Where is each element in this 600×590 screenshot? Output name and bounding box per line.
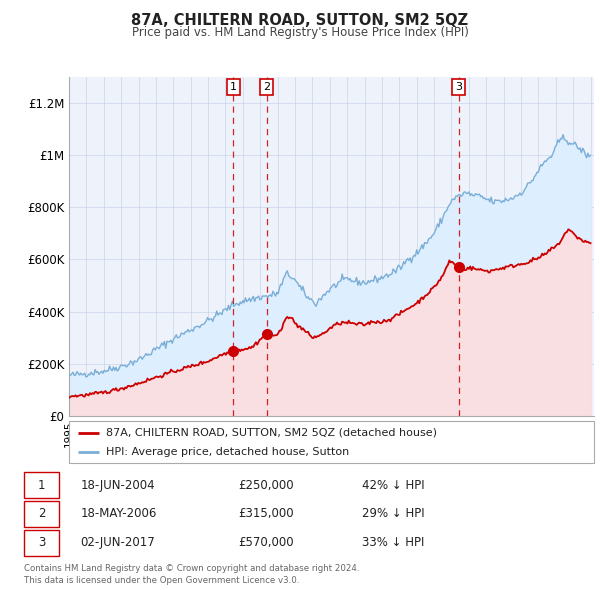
FancyBboxPatch shape: [24, 530, 59, 556]
Text: 2: 2: [38, 507, 45, 520]
Text: 3: 3: [38, 536, 45, 549]
Text: 33% ↓ HPI: 33% ↓ HPI: [362, 536, 425, 549]
Text: Contains HM Land Registry data © Crown copyright and database right 2024.
This d: Contains HM Land Registry data © Crown c…: [24, 565, 359, 585]
Text: 1: 1: [230, 82, 237, 92]
Text: 87A, CHILTERN ROAD, SUTTON, SM2 5QZ (detached house): 87A, CHILTERN ROAD, SUTTON, SM2 5QZ (det…: [106, 428, 437, 438]
Text: 3: 3: [455, 82, 462, 92]
FancyBboxPatch shape: [24, 501, 59, 527]
Text: £570,000: £570,000: [238, 536, 294, 549]
Text: 2: 2: [263, 82, 270, 92]
Text: 18-JUN-2004: 18-JUN-2004: [80, 478, 155, 491]
Text: 18-MAY-2006: 18-MAY-2006: [80, 507, 157, 520]
Text: HPI: Average price, detached house, Sutton: HPI: Average price, detached house, Sutt…: [106, 447, 349, 457]
Text: 42% ↓ HPI: 42% ↓ HPI: [362, 478, 425, 491]
Text: £250,000: £250,000: [238, 478, 294, 491]
Text: Price paid vs. HM Land Registry's House Price Index (HPI): Price paid vs. HM Land Registry's House …: [131, 26, 469, 39]
Text: 87A, CHILTERN ROAD, SUTTON, SM2 5QZ: 87A, CHILTERN ROAD, SUTTON, SM2 5QZ: [131, 13, 469, 28]
Text: 1: 1: [38, 478, 45, 491]
Text: 29% ↓ HPI: 29% ↓ HPI: [362, 507, 425, 520]
Text: 02-JUN-2017: 02-JUN-2017: [80, 536, 155, 549]
FancyBboxPatch shape: [24, 472, 59, 498]
Text: £315,000: £315,000: [238, 507, 294, 520]
